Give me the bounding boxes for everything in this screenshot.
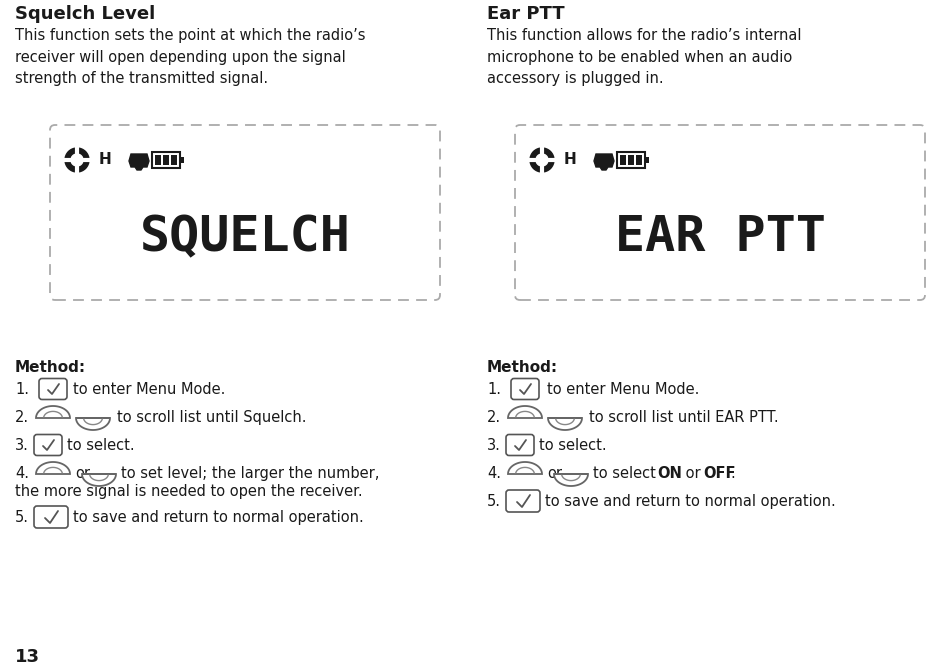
Text: 13: 13: [15, 648, 40, 663]
Bar: [171, 155, 177, 165]
Bar: [155, 155, 161, 165]
Polygon shape: [594, 154, 614, 170]
Text: Method:: Method:: [15, 360, 86, 375]
Polygon shape: [36, 462, 70, 474]
FancyBboxPatch shape: [506, 434, 534, 455]
Bar: [636, 155, 642, 165]
Text: 3.: 3.: [487, 438, 501, 453]
Bar: [152, 152, 180, 168]
Text: or: or: [681, 466, 705, 481]
Text: OFF: OFF: [703, 466, 735, 481]
Text: to save and return to normal operation.: to save and return to normal operation.: [545, 494, 835, 509]
Polygon shape: [82, 474, 116, 486]
Text: This function allows for the radio’s internal
microphone to be enabled when an a: This function allows for the radio’s int…: [487, 28, 801, 86]
Text: 5.: 5.: [487, 494, 501, 509]
Text: 2.: 2.: [487, 410, 501, 425]
Text: or: or: [547, 466, 562, 481]
Polygon shape: [554, 474, 588, 486]
Polygon shape: [508, 406, 542, 418]
Text: to select.: to select.: [67, 438, 135, 453]
FancyBboxPatch shape: [50, 125, 440, 300]
Text: 5.: 5.: [15, 510, 29, 525]
Bar: [645, 157, 649, 163]
Polygon shape: [76, 418, 110, 430]
Circle shape: [536, 154, 548, 166]
FancyBboxPatch shape: [34, 434, 62, 455]
FancyBboxPatch shape: [39, 379, 67, 400]
Bar: [180, 157, 184, 163]
Text: Squelch Level: Squelch Level: [15, 5, 155, 23]
Text: 4.: 4.: [487, 466, 501, 481]
Text: This function sets the point at which the radio’s
receiver will open depending u: This function sets the point at which th…: [15, 28, 365, 86]
Text: SQUELCH: SQUELCH: [140, 213, 350, 261]
Text: H: H: [98, 152, 111, 168]
Bar: [628, 155, 634, 165]
Text: ON: ON: [657, 466, 682, 481]
FancyBboxPatch shape: [34, 506, 68, 528]
Text: Ear PTT: Ear PTT: [487, 5, 565, 23]
Text: 4.: 4.: [15, 466, 29, 481]
Text: to enter Menu Mode.: to enter Menu Mode.: [547, 382, 700, 397]
Bar: [620, 155, 626, 165]
Text: H: H: [564, 152, 577, 168]
Text: to scroll list until EAR PTT.: to scroll list until EAR PTT.: [589, 410, 779, 425]
Text: .: .: [730, 466, 734, 481]
Text: to set level; the larger the number,: to set level; the larger the number,: [121, 466, 379, 481]
Bar: [163, 155, 169, 165]
Text: to select: to select: [593, 466, 661, 481]
Text: 1.: 1.: [487, 382, 501, 397]
FancyBboxPatch shape: [506, 490, 540, 512]
Text: 2.: 2.: [15, 410, 29, 425]
Text: to scroll list until Squelch.: to scroll list until Squelch.: [117, 410, 307, 425]
Text: to enter Menu Mode.: to enter Menu Mode.: [73, 382, 226, 397]
Text: Method:: Method:: [487, 360, 558, 375]
Text: the more signal is needed to open the receiver.: the more signal is needed to open the re…: [15, 484, 362, 499]
Polygon shape: [36, 406, 70, 418]
Text: to select.: to select.: [539, 438, 607, 453]
Text: 3.: 3.: [15, 438, 29, 453]
Text: or: or: [75, 466, 90, 481]
Polygon shape: [548, 418, 582, 430]
Text: EAR PTT: EAR PTT: [615, 213, 825, 261]
Text: to save and return to normal operation.: to save and return to normal operation.: [73, 510, 363, 525]
Bar: [617, 152, 645, 168]
Circle shape: [71, 154, 83, 166]
Polygon shape: [129, 154, 149, 170]
FancyBboxPatch shape: [515, 125, 925, 300]
Text: 1.: 1.: [15, 382, 29, 397]
Circle shape: [65, 148, 89, 172]
FancyBboxPatch shape: [511, 379, 539, 400]
Polygon shape: [508, 462, 542, 474]
Circle shape: [530, 148, 554, 172]
